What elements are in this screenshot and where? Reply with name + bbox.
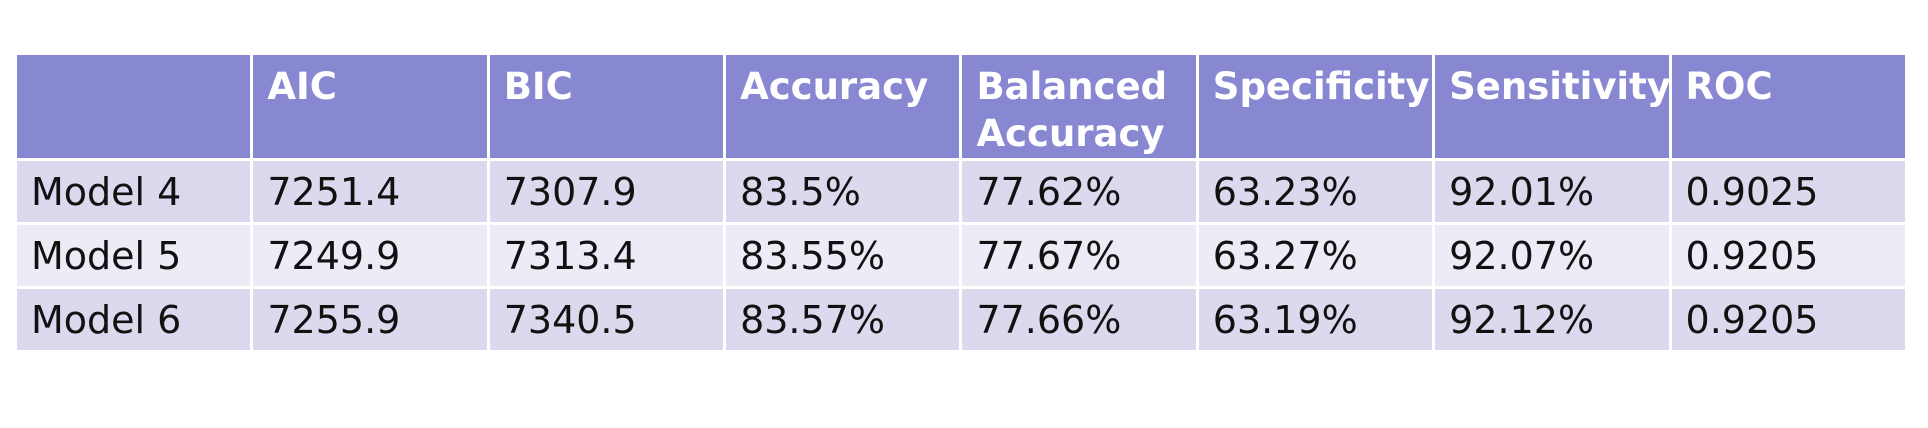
cell-accuracy: 83.55% xyxy=(723,222,963,289)
header-cell-balanced-accuracy: Balanced Accuracy xyxy=(959,52,1199,161)
cell-bic: 7340.5 xyxy=(486,286,727,353)
header-cell-roc: ROC xyxy=(1668,52,1909,161)
row-label: Model 5 xyxy=(13,222,254,289)
header-cell-bic: BIC xyxy=(486,52,727,161)
cell-sensitivity: 92.01% xyxy=(1432,158,1672,225)
cell-roc: 0.9025 xyxy=(1668,158,1909,225)
model-comparison-table: AIC BIC Accuracy Balanced Accuracy Speci… xyxy=(13,52,1909,353)
header-cell-specificity: Specificity xyxy=(1195,52,1436,161)
header-cell-sensitivity: Sensitivity xyxy=(1432,52,1672,161)
header-balanced-line1: Balanced xyxy=(976,65,1168,108)
cell-sensitivity: 92.12% xyxy=(1432,286,1672,353)
row-label: Model 6 xyxy=(13,286,254,353)
cell-specificity: 63.19% xyxy=(1195,286,1436,353)
cell-accuracy: 83.57% xyxy=(723,286,963,353)
cell-roc: 0.9205 xyxy=(1668,222,1909,289)
header-cell-empty xyxy=(13,52,254,161)
cell-aic: 7255.9 xyxy=(250,286,490,353)
table-row: Model 5 7249.9 7313.4 83.55% 77.67% 63.2… xyxy=(13,222,1909,289)
header-balanced-line2: Accuracy xyxy=(976,112,1165,155)
row-label: Model 4 xyxy=(13,158,254,225)
cell-bic: 7313.4 xyxy=(486,222,727,289)
cell-balanced-accuracy: 77.66% xyxy=(959,286,1199,353)
cell-bic: 7307.9 xyxy=(486,158,727,225)
cell-balanced-accuracy: 77.67% xyxy=(959,222,1199,289)
header-cell-aic: AIC xyxy=(250,52,490,161)
table-row: Model 6 7255.9 7340.5 83.57% 77.66% 63.1… xyxy=(13,286,1909,353)
cell-specificity: 63.27% xyxy=(1195,222,1436,289)
table-row: Model 4 7251.4 7307.9 83.5% 77.62% 63.23… xyxy=(13,158,1909,225)
cell-accuracy: 83.5% xyxy=(723,158,963,225)
cell-aic: 7249.9 xyxy=(250,222,490,289)
table-container: AIC BIC Accuracy Balanced Accuracy Speci… xyxy=(13,52,1909,353)
header-cell-accuracy: Accuracy xyxy=(723,52,963,161)
cell-balanced-accuracy: 77.62% xyxy=(959,158,1199,225)
cell-aic: 7251.4 xyxy=(250,158,490,225)
header-row: AIC BIC Accuracy Balanced Accuracy Speci… xyxy=(13,52,1909,161)
cell-sensitivity: 92.07% xyxy=(1432,222,1672,289)
cell-roc: 0.9205 xyxy=(1668,286,1909,353)
cell-specificity: 63.23% xyxy=(1195,158,1436,225)
